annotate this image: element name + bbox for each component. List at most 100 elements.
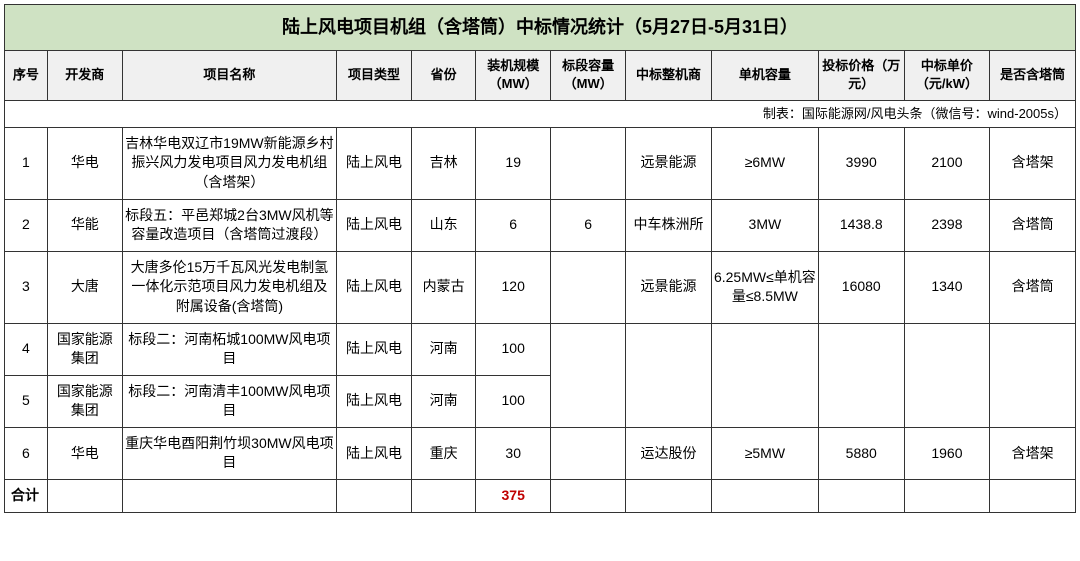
total-blank bbox=[551, 480, 626, 513]
col-unit-capacity: 单机容量 bbox=[711, 51, 818, 100]
cell-project-type: 陆上风电 bbox=[337, 375, 412, 427]
cell-unit-capacity: ≥6MW bbox=[711, 127, 818, 199]
cell-unit-capacity: ≥5MW bbox=[711, 427, 818, 479]
total-capacity: 375 bbox=[476, 480, 551, 513]
total-blank bbox=[337, 480, 412, 513]
cell-unit-price: 2398 bbox=[904, 199, 990, 251]
cell-oem: 远景能源 bbox=[626, 251, 712, 323]
cell-province: 河南 bbox=[411, 323, 475, 375]
cell-bid-price: 3990 bbox=[818, 127, 904, 199]
col-segment-capacity: 标段容量（MW） bbox=[551, 51, 626, 100]
cell-seq: 4 bbox=[5, 323, 48, 375]
cell-bid-price bbox=[818, 323, 904, 427]
cell-capacity: 120 bbox=[476, 251, 551, 323]
col-seq: 序号 bbox=[5, 51, 48, 100]
cell-segment-capacity: 6 bbox=[551, 199, 626, 251]
cell-oem bbox=[626, 323, 712, 427]
cell-project-type: 陆上风电 bbox=[337, 199, 412, 251]
total-label: 合计 bbox=[5, 480, 48, 513]
cell-capacity: 6 bbox=[476, 199, 551, 251]
cell-developer: 华能 bbox=[47, 199, 122, 251]
cell-project-type: 陆上风电 bbox=[337, 251, 412, 323]
col-include-tower: 是否含塔筒 bbox=[990, 51, 1076, 100]
cell-capacity: 100 bbox=[476, 375, 551, 427]
cell-developer: 国家能源集团 bbox=[47, 375, 122, 427]
col-developer: 开发商 bbox=[47, 51, 122, 100]
cell-segment-capacity bbox=[551, 323, 626, 427]
cell-include-tower: 含塔架 bbox=[990, 427, 1076, 479]
table-row: 3 大唐 大唐多伦15万千瓦风光发电制氢一体化示范项目风力发电机组及附属设备(含… bbox=[5, 251, 1076, 323]
cell-segment-capacity bbox=[551, 127, 626, 199]
cell-developer: 华电 bbox=[47, 127, 122, 199]
table-row: 4 国家能源集团 标段二：河南柘城100MW风电项目 陆上风电 河南 100 bbox=[5, 323, 1076, 375]
cell-unit-price: 1340 bbox=[904, 251, 990, 323]
cell-include-tower: 含塔筒 bbox=[990, 199, 1076, 251]
table-row: 1 华电 吉林华电双辽市19MW新能源乡村振兴风力发电项目风力发电机组（含塔架）… bbox=[5, 127, 1076, 199]
cell-unit-capacity: 6.25MW≤单机容量≤8.5MW bbox=[711, 251, 818, 323]
cell-project-type: 陆上风电 bbox=[337, 323, 412, 375]
cell-oem: 远景能源 bbox=[626, 127, 712, 199]
cell-province: 山东 bbox=[411, 199, 475, 251]
cell-project-type: 陆上风电 bbox=[337, 127, 412, 199]
cell-province: 河南 bbox=[411, 375, 475, 427]
total-blank bbox=[626, 480, 712, 513]
cell-project-name: 标段五：平邑郑城2台3MW风机等容量改造项目（含塔筒过渡段） bbox=[122, 199, 336, 251]
total-blank bbox=[990, 480, 1076, 513]
cell-unit-price bbox=[904, 323, 990, 427]
col-oem: 中标整机商 bbox=[626, 51, 712, 100]
cell-project-name: 标段二：河南清丰100MW风电项目 bbox=[122, 375, 336, 427]
cell-bid-price: 5880 bbox=[818, 427, 904, 479]
col-bid-price: 投标价格（万元） bbox=[818, 51, 904, 100]
cell-project-name: 吉林华电双辽市19MW新能源乡村振兴风力发电项目风力发电机组（含塔架） bbox=[122, 127, 336, 199]
cell-unit-price: 2100 bbox=[904, 127, 990, 199]
cell-seq: 2 bbox=[5, 199, 48, 251]
cell-developer: 大唐 bbox=[47, 251, 122, 323]
table-row: 2 华能 标段五：平邑郑城2台3MW风机等容量改造项目（含塔筒过渡段） 陆上风电… bbox=[5, 199, 1076, 251]
cell-developer: 华电 bbox=[47, 427, 122, 479]
table-row: 6 华电 重庆华电酉阳荆竹坝30MW风电项目 陆上风电 重庆 30 运达股份 ≥… bbox=[5, 427, 1076, 479]
cell-include-tower: 含塔筒 bbox=[990, 251, 1076, 323]
cell-seq: 5 bbox=[5, 375, 48, 427]
col-unit-price: 中标单价（元/kW） bbox=[904, 51, 990, 100]
col-province: 省份 bbox=[411, 51, 475, 100]
cell-include-tower: 含塔架 bbox=[990, 127, 1076, 199]
cell-segment-capacity bbox=[551, 251, 626, 323]
cell-bid-price: 16080 bbox=[818, 251, 904, 323]
total-row: 合计 375 bbox=[5, 480, 1076, 513]
cell-seq: 6 bbox=[5, 427, 48, 479]
header-row: 序号 开发商 项目名称 项目类型 省份 装机规模（MW） 标段容量（MW） 中标… bbox=[5, 51, 1076, 100]
cell-province: 内蒙古 bbox=[411, 251, 475, 323]
cell-project-name: 重庆华电酉阳荆竹坝30MW风电项目 bbox=[122, 427, 336, 479]
cell-unit-price: 1960 bbox=[904, 427, 990, 479]
total-blank bbox=[411, 480, 475, 513]
col-project-type: 项目类型 bbox=[337, 51, 412, 100]
cell-capacity: 30 bbox=[476, 427, 551, 479]
cell-project-name: 大唐多伦15万千瓦风光发电制氢一体化示范项目风力发电机组及附属设备(含塔筒) bbox=[122, 251, 336, 323]
cell-province: 吉林 bbox=[411, 127, 475, 199]
cell-project-type: 陆上风电 bbox=[337, 427, 412, 479]
table-title: 陆上风电项目机组（含塔筒）中标情况统计（5月27日-5月31日） bbox=[5, 5, 1076, 51]
cell-segment-capacity bbox=[551, 427, 626, 479]
col-capacity: 装机规模（MW） bbox=[476, 51, 551, 100]
cell-oem: 中车株洲所 bbox=[626, 199, 712, 251]
col-project-name: 项目名称 bbox=[122, 51, 336, 100]
total-blank bbox=[122, 480, 336, 513]
credit-line: 制表：国际能源网/风电头条（微信号：wind-2005s） bbox=[5, 100, 1076, 127]
cell-project-name: 标段二：河南柘城100MW风电项目 bbox=[122, 323, 336, 375]
total-blank bbox=[711, 480, 818, 513]
cell-developer: 国家能源集团 bbox=[47, 323, 122, 375]
cell-unit-capacity: 3MW bbox=[711, 199, 818, 251]
cell-unit-capacity bbox=[711, 323, 818, 427]
total-blank bbox=[47, 480, 122, 513]
total-blank bbox=[904, 480, 990, 513]
cell-bid-price: 1438.8 bbox=[818, 199, 904, 251]
cell-seq: 3 bbox=[5, 251, 48, 323]
total-blank bbox=[818, 480, 904, 513]
cell-capacity: 19 bbox=[476, 127, 551, 199]
wind-bid-table: 陆上风电项目机组（含塔筒）中标情况统计（5月27日-5月31日） 序号 开发商 … bbox=[4, 4, 1076, 513]
cell-province: 重庆 bbox=[411, 427, 475, 479]
cell-oem: 运达股份 bbox=[626, 427, 712, 479]
cell-capacity: 100 bbox=[476, 323, 551, 375]
cell-seq: 1 bbox=[5, 127, 48, 199]
cell-include-tower bbox=[990, 323, 1076, 427]
